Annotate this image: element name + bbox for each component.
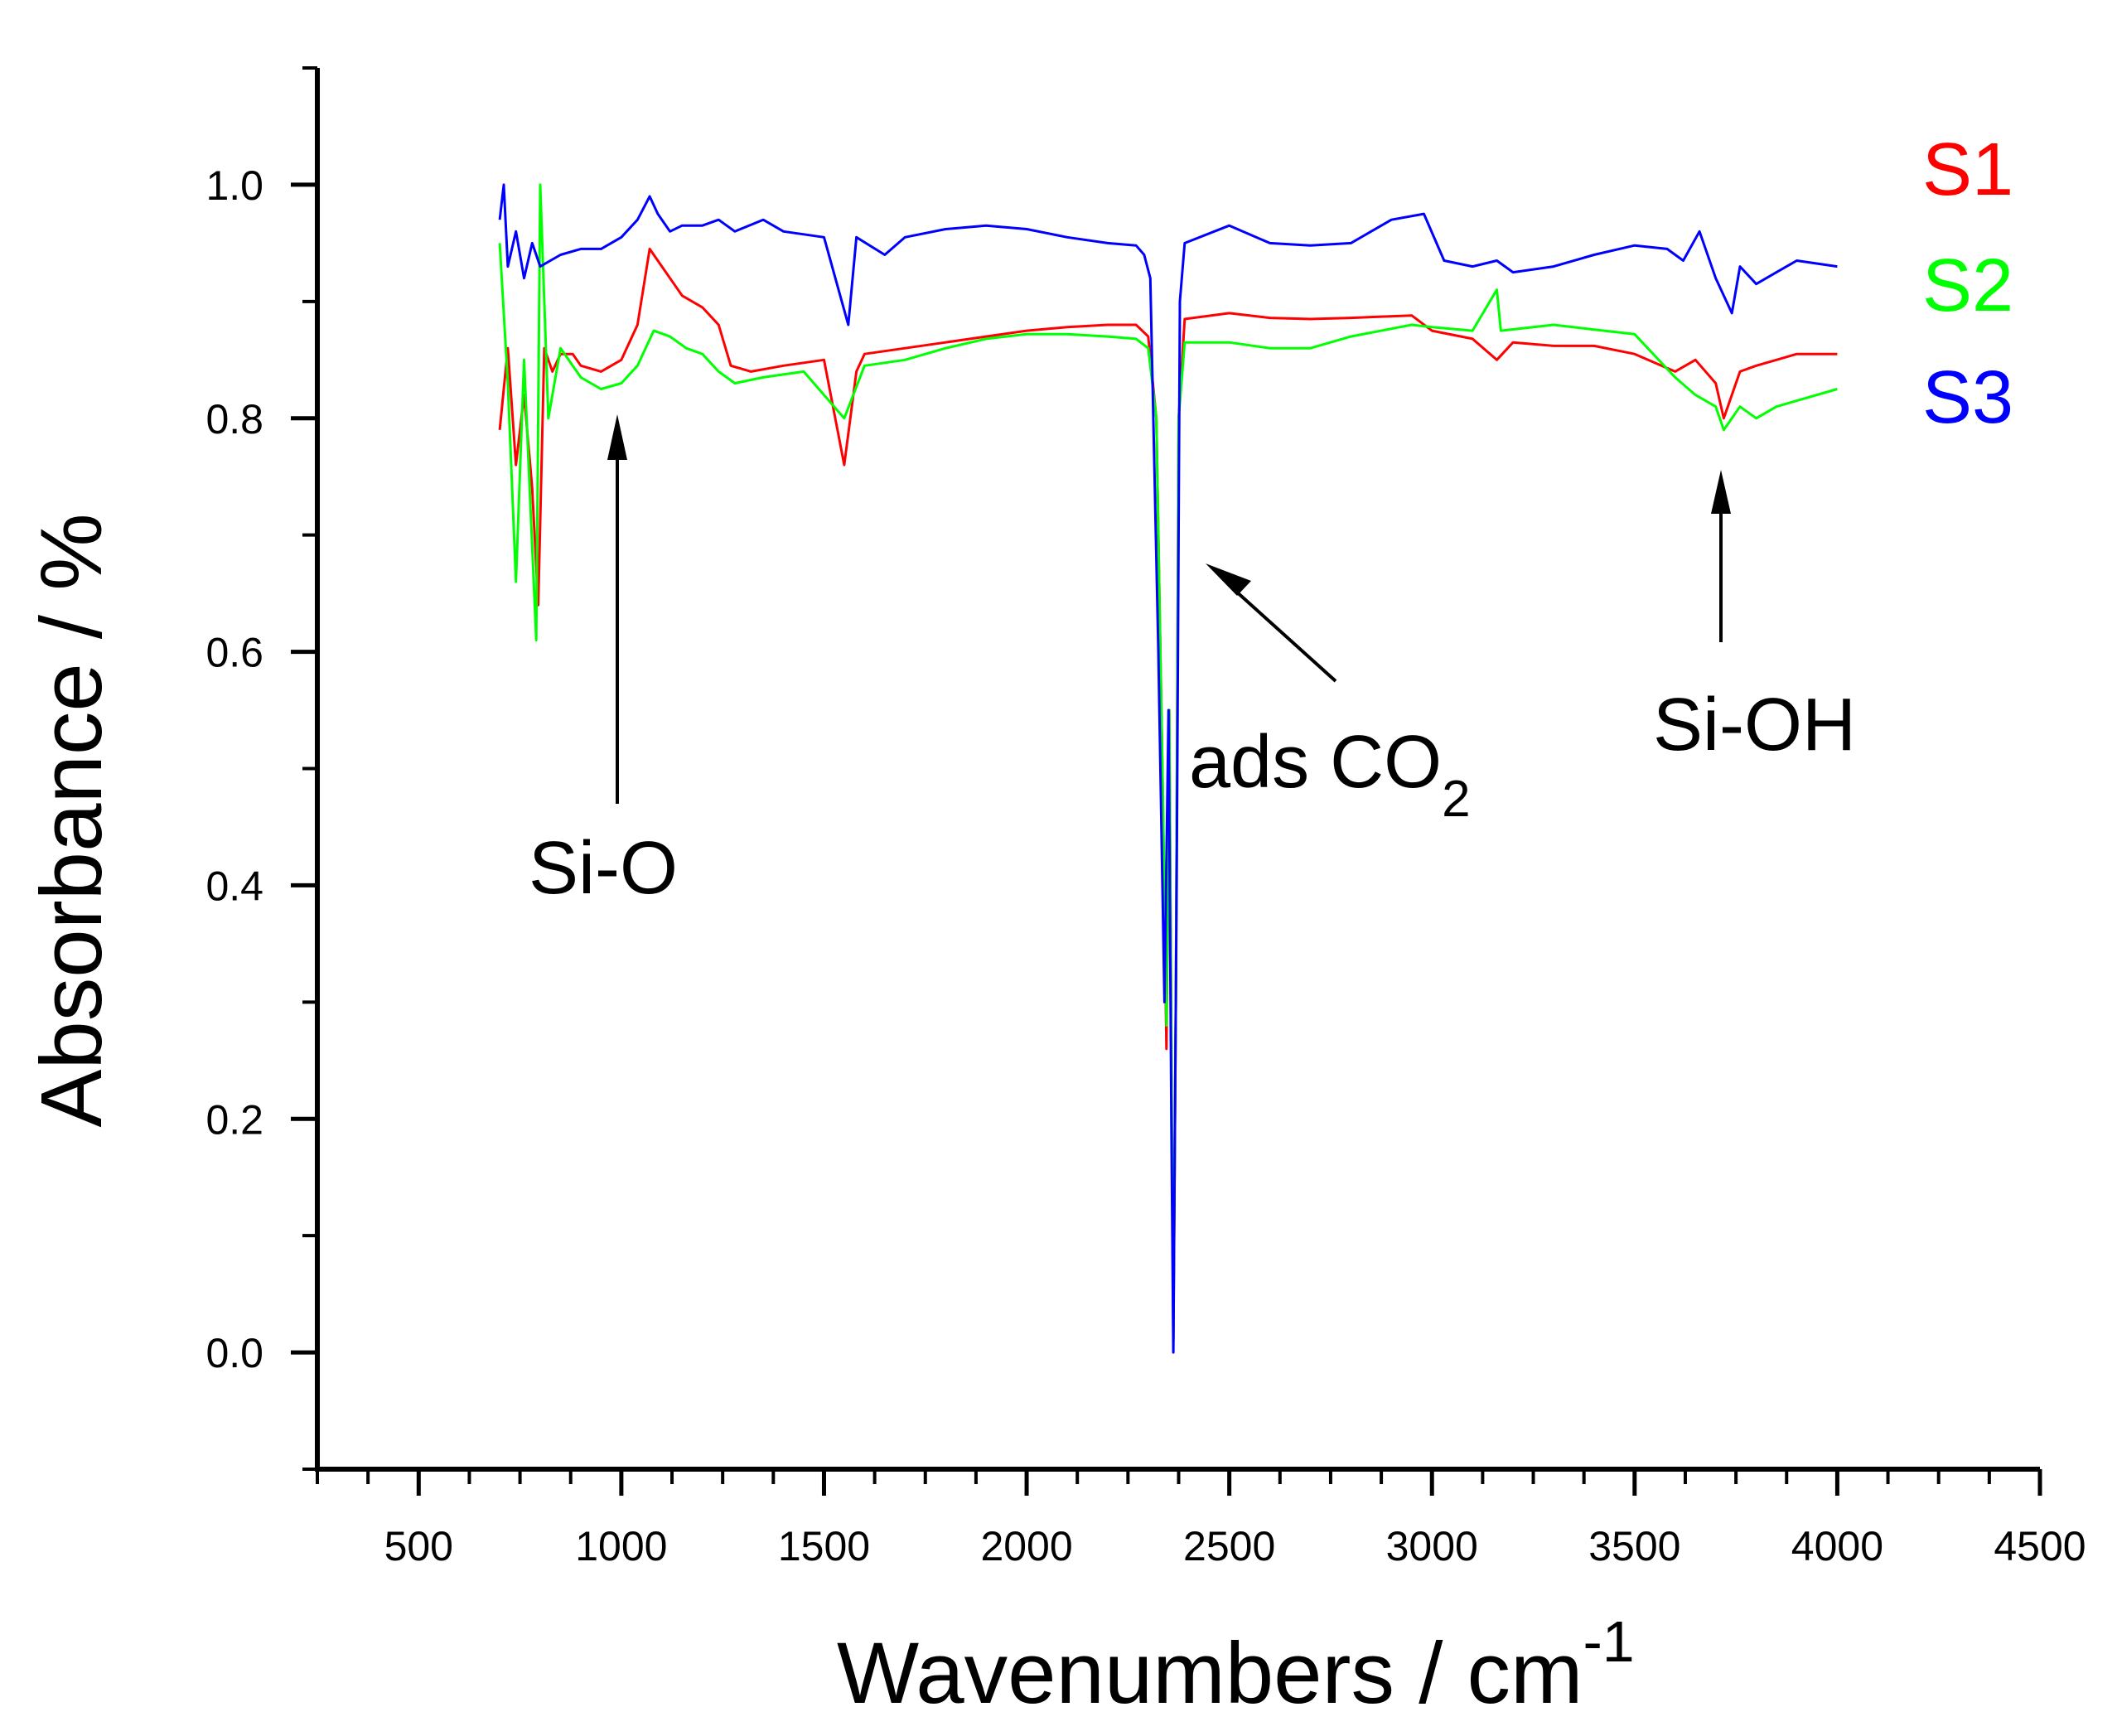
x-tick-label: 2500	[1183, 1523, 1275, 1569]
arrow-head	[607, 414, 627, 460]
y-tick-label: 0.0	[205, 1330, 263, 1376]
legend-item-s3: S3	[1922, 356, 2013, 439]
arrow-head	[1206, 563, 1251, 596]
annotation-ads-co2-subscript: 2	[1442, 771, 1470, 828]
legend-item-s1: S1	[1922, 128, 2013, 211]
arrow-head	[1711, 470, 1731, 514]
x-tick-label: 500	[384, 1523, 453, 1569]
x-axis-title-text: Wavenumbers / cm	[837, 1625, 1583, 1722]
annotation-si-o: Si-O	[529, 827, 678, 910]
series-line-s2	[498, 183, 1838, 1342]
x-axis-ticks: 500 1000 1500 2000 2500 3000 3500 4000 4500	[316, 1469, 2086, 1569]
annotation-ads-co2: ads CO2	[1189, 721, 1471, 828]
series-line-s1	[498, 247, 1838, 1342]
x-tick-label: 3000	[1386, 1523, 1478, 1569]
y-axis-ticks: 0.0 0.2 0.4 0.6 0.8 1.0	[205, 66, 317, 1471]
annotation-arrow-si-o	[607, 414, 627, 804]
annotation-arrow-ads-co2	[1206, 563, 1337, 683]
y-tick-label: 0.8	[205, 396, 263, 442]
x-tick-label: 3500	[1588, 1523, 1680, 1569]
x-tick-label: 1500	[778, 1523, 870, 1569]
x-axis-title: Wavenumbers / cm-1	[837, 1609, 1635, 1722]
annotation-ads-co2-text: ads CO	[1189, 721, 1442, 804]
annotation-si-oh: Si-OH	[1653, 684, 1856, 766]
y-axis-title: Absorbance / %	[23, 513, 120, 1127]
y-tick-label: 1.0	[205, 162, 263, 209]
x-tick-label: 4000	[1791, 1523, 1883, 1569]
series-line-s3	[498, 183, 1838, 1354]
series-layer	[498, 183, 1838, 1354]
annotation-arrow-si-oh	[1711, 470, 1731, 642]
x-tick-label: 1000	[575, 1523, 667, 1569]
y-tick-label: 0.4	[205, 863, 263, 909]
arrow-shaft	[1233, 588, 1337, 683]
x-axis-title-superscript: -1	[1583, 1609, 1635, 1674]
legend-item-s2: S2	[1922, 244, 2013, 327]
y-tick-label: 0.2	[205, 1096, 263, 1143]
legend: S1 S2 S3	[1922, 128, 2013, 439]
y-tick-label: 0.6	[205, 630, 263, 676]
x-tick-label: 2000	[980, 1523, 1072, 1569]
x-tick-label: 4500	[1994, 1523, 2086, 1569]
annotations: Si-O ads CO2 Si-OH	[529, 414, 1856, 910]
